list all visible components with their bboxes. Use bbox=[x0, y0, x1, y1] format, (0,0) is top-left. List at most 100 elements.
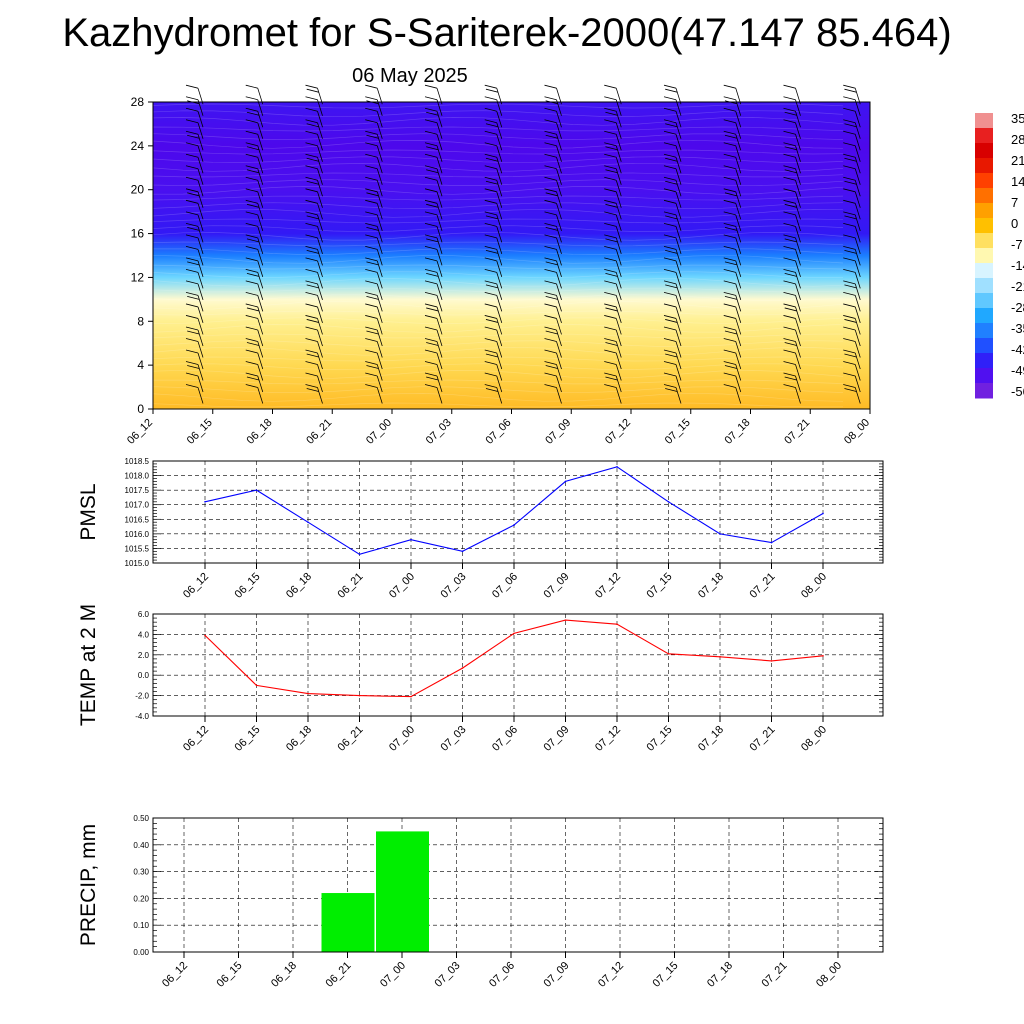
wind-barb bbox=[615, 260, 622, 277]
wind-barb bbox=[675, 134, 682, 151]
wind-barb bbox=[854, 306, 861, 324]
wind-barb bbox=[854, 134, 861, 151]
colorbar-label: 28 bbox=[1011, 132, 1024, 147]
wind-barb bbox=[795, 214, 801, 231]
y-tick-label: 2.0 bbox=[138, 651, 150, 660]
wind-barb bbox=[376, 180, 383, 197]
wind-barb bbox=[496, 226, 503, 243]
wind-barb-flag bbox=[426, 146, 439, 151]
wind-barb-flag bbox=[663, 130, 677, 135]
contour-line bbox=[152, 195, 844, 201]
wind-barb bbox=[197, 214, 204, 231]
wind-barb bbox=[735, 375, 742, 393]
wind-barb-flag bbox=[365, 234, 378, 239]
contour-line bbox=[152, 392, 844, 402]
x-tick-label: 08_00 bbox=[842, 417, 872, 447]
wind-barb-flag bbox=[783, 176, 796, 181]
wind-barb bbox=[795, 134, 801, 151]
wind-barb bbox=[197, 249, 204, 266]
wind-barb bbox=[317, 111, 323, 128]
wind-barb-flag bbox=[723, 269, 736, 273]
x-tick-label: 06_12 bbox=[181, 571, 211, 601]
wind-barb-flag bbox=[844, 388, 857, 392]
wind-barb bbox=[317, 306, 323, 324]
wind-barb-flag bbox=[843, 338, 856, 342]
series-point bbox=[410, 538, 412, 541]
wind-barb-flag bbox=[663, 211, 677, 216]
x-tick-label: 06_15 bbox=[215, 960, 245, 990]
wind-barb-flag bbox=[723, 257, 736, 262]
wind-barb-flag bbox=[426, 273, 439, 277]
contour-line bbox=[152, 133, 844, 140]
wind-barb-flag bbox=[604, 119, 617, 124]
x-tick-label: 07_03 bbox=[439, 571, 469, 601]
colorbar-swatch bbox=[975, 113, 993, 129]
page-title: Kazhydromet for S-Sariterek-2000(47.147 … bbox=[62, 11, 952, 55]
wind-barb-flag bbox=[723, 199, 736, 204]
wind-barb-flag bbox=[544, 315, 557, 319]
wind-barb-flag bbox=[484, 153, 497, 158]
x-tick-label: 06_18 bbox=[284, 571, 314, 601]
wind-barb-flag bbox=[365, 199, 378, 204]
wind-barb-flag bbox=[783, 245, 796, 250]
wind-barb bbox=[496, 180, 503, 197]
wind-barb bbox=[376, 260, 383, 277]
wind-barb bbox=[496, 249, 503, 266]
wind-barb bbox=[735, 237, 742, 254]
wind-barb-flag bbox=[245, 269, 258, 273]
wind-barb-flag bbox=[604, 361, 617, 365]
wind-barb bbox=[854, 283, 861, 301]
wind-barb bbox=[436, 306, 443, 324]
wind-barb-flag bbox=[544, 303, 557, 308]
wind-barb bbox=[436, 203, 443, 220]
wind-barb bbox=[317, 387, 323, 404]
wind-barb bbox=[556, 168, 562, 185]
wind-barb bbox=[795, 272, 801, 289]
wind-barb bbox=[556, 214, 562, 231]
wind-barb-flag bbox=[245, 142, 258, 147]
wind-barb-flag bbox=[663, 245, 677, 250]
wind-barb bbox=[615, 203, 622, 220]
colorbar-label: 7 bbox=[1011, 195, 1018, 210]
wind-barb bbox=[376, 375, 383, 393]
wind-barb-flag bbox=[424, 372, 438, 377]
wind-barb bbox=[436, 260, 443, 277]
wind-barb bbox=[854, 272, 861, 289]
wind-barb bbox=[496, 283, 503, 301]
wind-barb-flag bbox=[365, 372, 378, 377]
wind-barb-flag bbox=[424, 326, 438, 331]
wind-barb-flag bbox=[366, 330, 379, 335]
wind-barb-flag bbox=[784, 376, 797, 381]
wind-barb bbox=[854, 145, 861, 162]
precip-bar bbox=[376, 831, 429, 952]
wind-barb-flag bbox=[246, 203, 260, 208]
wind-barb bbox=[556, 191, 562, 208]
wind-barb-flag bbox=[305, 245, 318, 250]
wind-barb bbox=[675, 157, 682, 174]
x-tick-label: 07_06 bbox=[484, 417, 514, 447]
x-tick-label: 07_18 bbox=[723, 417, 753, 447]
y-axis-title: TEMP at 2 M bbox=[77, 604, 100, 726]
wind-barb-flag bbox=[424, 384, 438, 388]
wind-barb bbox=[854, 157, 861, 174]
contour-line bbox=[152, 317, 844, 325]
wind-barb-flag bbox=[185, 119, 199, 124]
wind-barb bbox=[735, 157, 742, 174]
wind-barb bbox=[317, 329, 323, 347]
x-tick-label: 07_15 bbox=[645, 724, 675, 754]
wind-barb-flag bbox=[245, 222, 258, 227]
wind-barb-flag bbox=[665, 319, 678, 323]
wind-barb bbox=[197, 191, 204, 208]
wind-barb-flag bbox=[724, 192, 738, 197]
wind-barb-flag bbox=[663, 303, 677, 308]
wind-barb-flag bbox=[185, 130, 199, 135]
wind-barb-flag bbox=[663, 234, 677, 239]
x-tick-label: 07_03 bbox=[424, 417, 454, 447]
wind-barb-flag bbox=[723, 176, 736, 181]
wind-barb-flag bbox=[843, 130, 856, 135]
wind-barb-flag bbox=[484, 372, 497, 377]
wind-barb-flag bbox=[484, 130, 497, 135]
wind-barb bbox=[675, 203, 682, 220]
wind-barb-flag bbox=[605, 169, 618, 174]
wind-barb-flag bbox=[484, 84, 497, 89]
